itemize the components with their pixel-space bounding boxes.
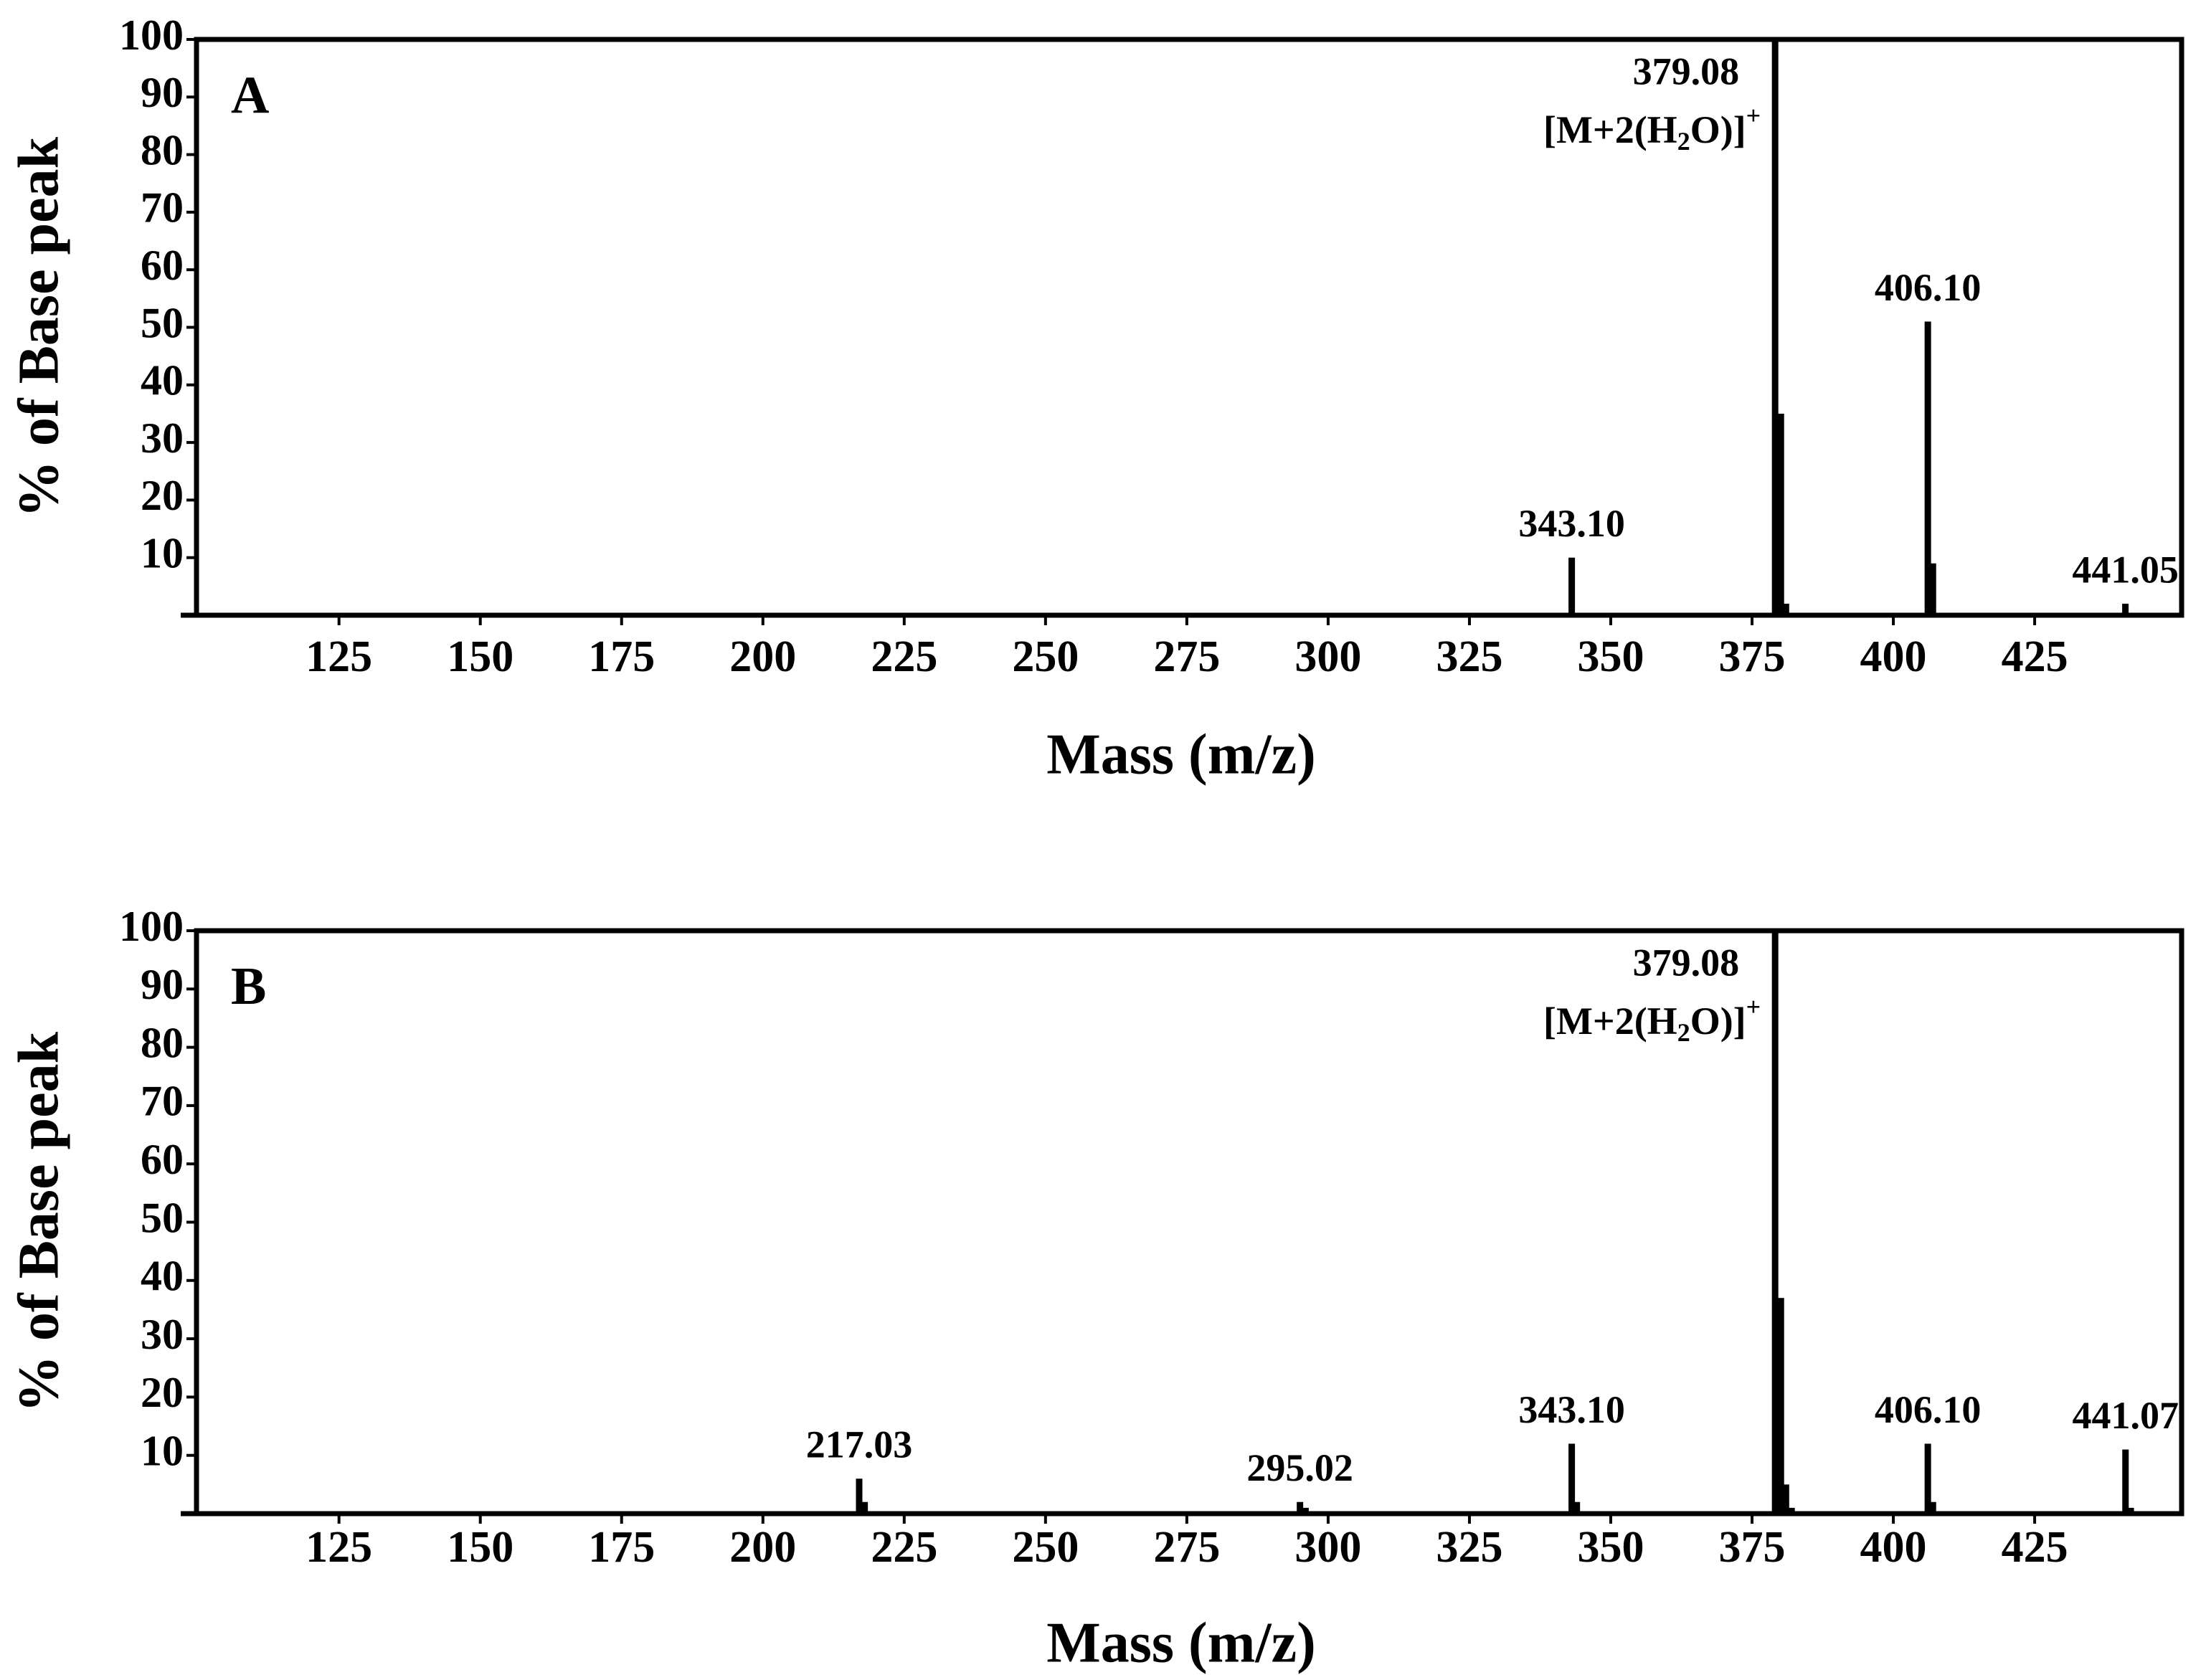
x-tick-label: 300 — [1294, 632, 1361, 681]
panel-label: B — [231, 957, 266, 1016]
y-tick-label: 80 — [141, 126, 184, 174]
y-tick-label: 100 — [119, 903, 184, 950]
peak — [1777, 1298, 1784, 1514]
y-tick-label: 60 — [141, 242, 184, 289]
peak — [861, 1501, 868, 1514]
peak — [1777, 413, 1784, 615]
x-tick-label: 175 — [588, 632, 655, 681]
y-tick-label: 20 — [141, 472, 184, 519]
peak-label: 217.03 — [806, 1423, 913, 1466]
x-tick-label: 375 — [1719, 632, 1786, 681]
ion-label-part: [M+2(H — [1543, 108, 1677, 151]
x-tick-label: 200 — [729, 1523, 796, 1572]
x-tick-label: 350 — [1577, 1523, 1644, 1572]
x-tick-label: 400 — [1860, 632, 1927, 681]
peak — [1297, 1501, 1304, 1514]
ion-label-part: O)] — [1690, 1000, 1746, 1043]
peak — [856, 1479, 863, 1514]
peak — [1774, 1432, 1781, 1514]
x-axis-title: Mass (m/z) — [1046, 723, 1315, 786]
ion-label: [M+2(H2O)]+ — [1543, 101, 1761, 156]
peak — [1788, 1507, 1795, 1514]
x-tick-label: 125 — [306, 632, 372, 681]
ion-label-part: [M+2(H — [1543, 1000, 1677, 1043]
x-tick-label: 150 — [447, 1523, 513, 1572]
peak-label: 406.10 — [1875, 1388, 1982, 1431]
x-tick-label: 300 — [1294, 1523, 1361, 1572]
y-tick-label: 90 — [141, 961, 184, 1008]
peak — [1568, 1443, 1576, 1514]
y-axis-title: % of Base peak — [7, 136, 70, 518]
x-tick-label: 150 — [447, 632, 513, 681]
peak — [1568, 557, 1576, 615]
peak-label: 441.05 — [2072, 548, 2179, 591]
x-axis-title: Mass (m/z) — [1046, 1611, 1315, 1674]
y-tick-label: 20 — [141, 1369, 184, 1416]
peak — [1924, 321, 1931, 615]
ion-label-part: 2 — [1677, 127, 1690, 156]
y-tick-label: 60 — [141, 1136, 184, 1183]
x-tick-label: 425 — [2002, 632, 2068, 681]
x-tick-label: 350 — [1577, 632, 1644, 681]
y-tick-label: 70 — [141, 184, 184, 232]
x-tick-label: 425 — [2002, 1523, 2068, 1572]
peak-label: 379.08 — [1633, 941, 1740, 984]
y-tick-label: 40 — [141, 1253, 184, 1300]
peak-label: 343.10 — [1518, 502, 1625, 545]
peak — [1771, 39, 1779, 615]
x-tick-label: 275 — [1153, 1523, 1220, 1572]
peak — [1929, 1501, 1936, 1514]
y-tick-label: 30 — [141, 414, 184, 462]
peak — [1782, 603, 1789, 615]
peak — [1782, 1484, 1789, 1514]
peak — [1771, 931, 1779, 1514]
ion-label-part: + — [1746, 992, 1761, 1021]
peak — [2122, 1449, 2129, 1514]
y-tick-label: 80 — [141, 1019, 184, 1066]
y-tick-label: 10 — [141, 1427, 184, 1474]
x-tick-label: 325 — [1436, 1523, 1502, 1572]
peak-label: 295.02 — [1246, 1446, 1353, 1489]
x-tick-label: 175 — [588, 1523, 655, 1572]
x-tick-label: 275 — [1153, 632, 1220, 681]
y-tick-label: 30 — [141, 1311, 184, 1358]
x-tick-label: 225 — [871, 1523, 937, 1572]
y-tick-label: 90 — [141, 69, 184, 116]
x-tick-label: 325 — [1436, 632, 1502, 681]
y-axis-title: % of Base peak — [7, 1031, 70, 1413]
peak — [1774, 557, 1781, 615]
ion-label: [M+2(H2O)]+ — [1543, 992, 1761, 1047]
peak — [1929, 563, 1936, 615]
plot-frame — [194, 37, 2184, 618]
y-tick-label: 10 — [141, 529, 184, 576]
y-tick-label: 40 — [141, 357, 184, 404]
peak-label: 441.07 — [2072, 1394, 2179, 1437]
x-tick-label: 225 — [871, 632, 937, 681]
peak — [2127, 1507, 2134, 1514]
y-tick-label: 100 — [119, 11, 184, 59]
x-tick-label: 250 — [1012, 1523, 1079, 1572]
x-tick-label: 250 — [1012, 632, 1079, 681]
ion-label-part: 2 — [1677, 1018, 1690, 1047]
ion-label-part: + — [1746, 101, 1761, 130]
peak-label: 343.10 — [1518, 1388, 1625, 1431]
peak — [1302, 1507, 1309, 1514]
x-tick-label: 400 — [1860, 1523, 1927, 1572]
x-tick-label: 200 — [729, 632, 796, 681]
ion-label-part: O)] — [1690, 108, 1746, 151]
peak — [1573, 1501, 1581, 1514]
peak — [2122, 603, 2129, 615]
peak — [1924, 1443, 1931, 1514]
peak-label: 379.08 — [1633, 49, 1740, 92]
y-tick-label: 50 — [141, 299, 184, 346]
x-tick-label: 375 — [1719, 1523, 1786, 1572]
panel-label: A — [231, 66, 269, 125]
x-tick-label: 125 — [306, 1523, 372, 1572]
y-tick-label: 70 — [141, 1078, 184, 1125]
y-tick-label: 50 — [141, 1194, 184, 1241]
peak-label: 406.10 — [1875, 266, 1982, 309]
